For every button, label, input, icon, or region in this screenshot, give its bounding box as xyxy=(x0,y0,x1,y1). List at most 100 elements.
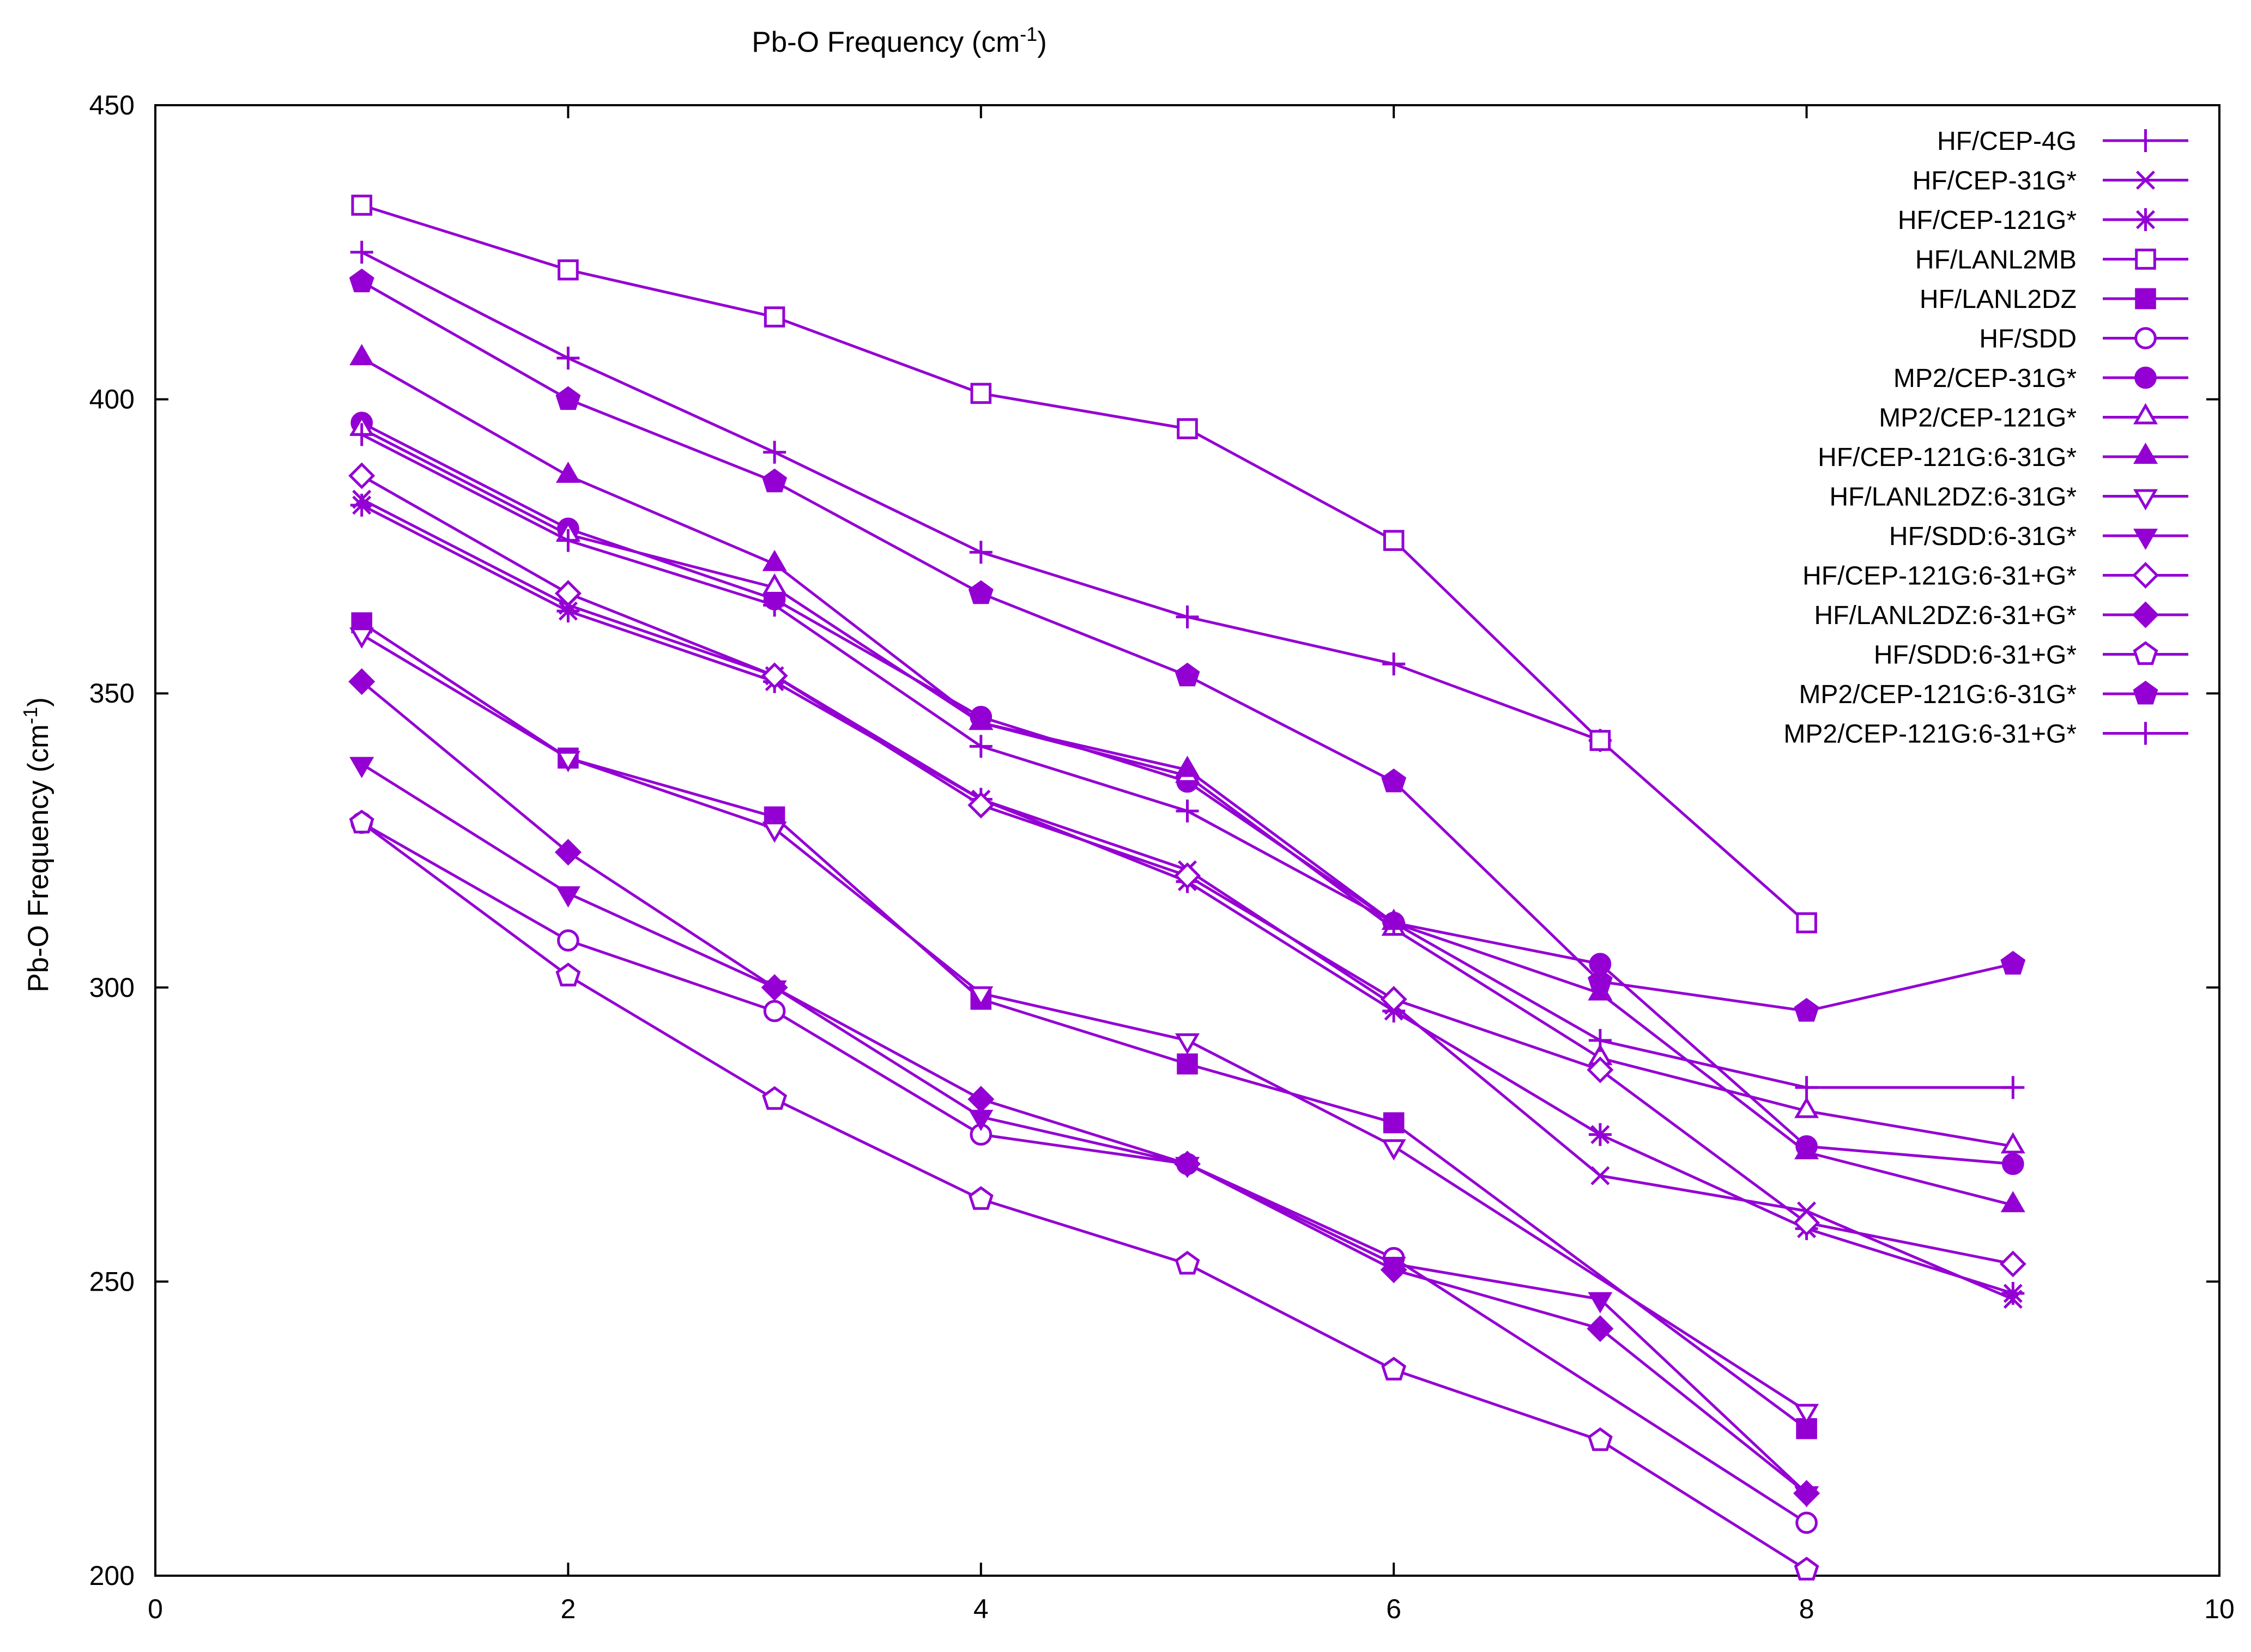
data-point xyxy=(556,529,580,552)
data-point xyxy=(2134,129,2157,152)
data-point xyxy=(2001,1153,2024,1175)
data-point xyxy=(348,668,376,695)
data-point xyxy=(350,493,373,517)
y-tick-label: 250 xyxy=(89,1266,135,1297)
data-point xyxy=(1794,1557,1819,1581)
series-13 xyxy=(348,668,1820,1507)
data-point xyxy=(968,1186,994,1210)
series-15 xyxy=(349,268,2026,1022)
data-point xyxy=(761,662,788,689)
series-line xyxy=(361,821,1807,1571)
x-tick-label: 4 xyxy=(973,1594,989,1624)
data-point xyxy=(1383,530,1405,551)
data-point xyxy=(2135,288,2156,310)
data-point xyxy=(1177,1053,1198,1075)
data-point xyxy=(968,580,994,604)
data-point xyxy=(970,383,992,404)
x-tick-label: 6 xyxy=(1386,1594,1401,1624)
data-point xyxy=(2001,1281,2025,1305)
data-point xyxy=(1175,662,1200,687)
data-point xyxy=(969,735,993,758)
data-point xyxy=(2135,170,2156,190)
data-point xyxy=(348,462,376,489)
data-point xyxy=(1380,1256,1407,1284)
data-point xyxy=(762,573,787,595)
data-point xyxy=(2000,1132,2025,1154)
data-point xyxy=(1587,1056,1614,1084)
legend-label: HF/CEP-31G* xyxy=(1913,167,2077,196)
legend-entry: HF/LANL2DZ xyxy=(1920,285,2188,314)
legend-entry: MP2/CEP-121G:6-31+G* xyxy=(1783,720,2188,749)
data-point xyxy=(554,580,582,607)
data-point xyxy=(555,386,581,410)
data-point xyxy=(555,886,580,908)
data-point xyxy=(2133,443,2158,464)
data-point xyxy=(554,839,582,866)
data-point xyxy=(1381,1139,1406,1161)
series-layer xyxy=(348,195,2026,1581)
data-point xyxy=(1793,1480,1820,1507)
data-point xyxy=(763,594,786,617)
legend-label: HF/CEP-121G:6-31G* xyxy=(1818,443,2077,472)
data-point xyxy=(555,461,580,483)
y-tick-label: 450 xyxy=(89,90,135,120)
data-point xyxy=(1382,652,1406,676)
legend-label: HF/LANL2DZ:6-31+G* xyxy=(1814,601,2077,630)
legend-label: HF/CEP-121G:6-31+G* xyxy=(1802,562,2077,591)
legend-entry: HF/CEP-121G* xyxy=(1898,206,2188,235)
data-point xyxy=(762,468,788,493)
data-point xyxy=(349,809,374,834)
data-point xyxy=(1173,1151,1201,1178)
data-point xyxy=(1175,1250,1200,1275)
series-12 xyxy=(348,462,2026,1278)
data-point xyxy=(1176,605,1199,628)
legend-entry: HF/CEP-121G:6-31+G* xyxy=(1802,562,2188,591)
data-point xyxy=(1588,1292,1613,1314)
axes: 0 2 4 6 8 10 200 250 300 350 400 450 xyxy=(89,90,2235,1624)
data-point xyxy=(2133,403,2158,425)
data-point xyxy=(764,306,785,328)
data-point xyxy=(1999,1250,2026,1278)
data-point xyxy=(2134,722,2157,745)
series-line xyxy=(361,204,1808,924)
data-point xyxy=(967,1086,995,1113)
data-point xyxy=(1588,1123,1612,1146)
legend-entry: HF/CEP-4G xyxy=(1937,127,2188,156)
data-point xyxy=(2132,561,2159,589)
data-point xyxy=(1794,1403,1819,1425)
data-point xyxy=(763,1000,786,1022)
data-point xyxy=(2134,208,2157,231)
data-point xyxy=(2134,366,2157,389)
legend-label: MP2/CEP-121G* xyxy=(1879,404,2077,433)
legend-entry: HF/LANL2DZ:6-31+G* xyxy=(1814,601,2188,630)
data-point xyxy=(2134,327,2157,349)
series-line xyxy=(361,763,1808,1494)
data-point xyxy=(969,986,994,1008)
data-point xyxy=(1588,1028,1612,1052)
x-tick-label: 2 xyxy=(560,1594,576,1624)
legend-entry: MP2/CEP-31G* xyxy=(1893,364,2188,393)
legend-label: HF/LANL2DZ xyxy=(1920,285,2077,314)
legend-label: MP2/CEP-121G:6-31+G* xyxy=(1783,720,2077,749)
data-point xyxy=(2133,680,2158,705)
data-point xyxy=(967,791,995,819)
data-point xyxy=(1173,862,1201,889)
legend-label: HF/LANL2DZ:6-31G* xyxy=(1830,483,2077,512)
data-point xyxy=(1176,800,1199,823)
legend-entry: MP2/CEP-121G* xyxy=(1879,403,2188,433)
legend-label: HF/CEP-4G xyxy=(1937,127,2077,156)
data-point xyxy=(349,627,374,649)
data-point xyxy=(556,600,580,623)
data-point xyxy=(556,347,580,370)
data-point xyxy=(2133,641,2158,665)
data-point xyxy=(969,541,993,564)
legend-label: HF/SDD:6-31G* xyxy=(1889,522,2077,551)
legend-label: MP2/CEP-31G* xyxy=(1893,364,2077,393)
data-point xyxy=(762,549,787,571)
series-9 xyxy=(349,344,2025,1213)
data-point xyxy=(1381,768,1407,792)
series-line xyxy=(361,680,1808,1494)
series-4 xyxy=(351,195,1817,934)
y-tick-label: 350 xyxy=(89,678,135,709)
